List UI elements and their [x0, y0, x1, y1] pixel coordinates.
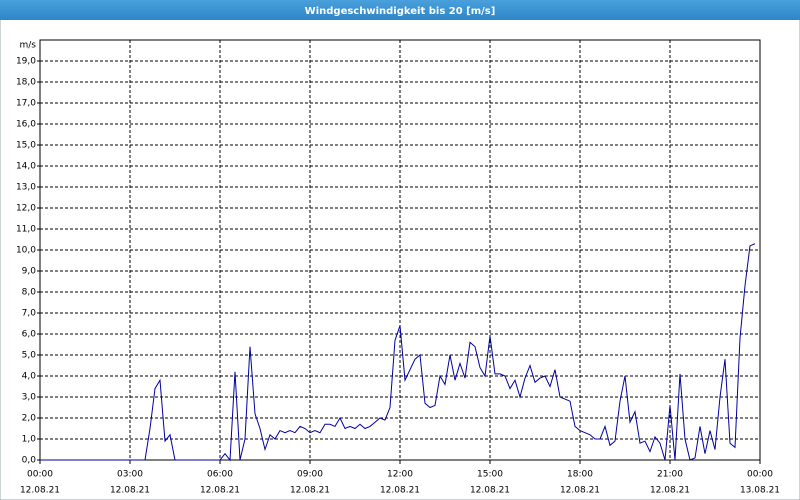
x-tick-date: 13.08.21 [740, 486, 780, 496]
x-tick-date: 12.08.21 [290, 486, 330, 496]
y-tick-label: 15,0 [16, 141, 36, 151]
x-tick-label: 00:00 [27, 470, 53, 480]
x-tick-date: 12.08.21 [380, 486, 420, 496]
y-tick-label: 6,0 [22, 330, 37, 340]
x-tick-date: 12.08.21 [200, 486, 240, 496]
y-tick-label: 10,0 [16, 246, 36, 256]
y-tick-label: 19,0 [16, 57, 36, 67]
x-tick-label: 12:00 [387, 470, 413, 480]
x-tick-label: 06:00 [207, 470, 233, 480]
x-tick-date: 12.08.21 [20, 486, 60, 496]
y-tick-label: 2,0 [22, 414, 37, 424]
x-tick-label: 03:00 [117, 470, 143, 480]
x-tick-label: 15:00 [477, 470, 503, 480]
x-tick-label: 18:00 [567, 470, 593, 480]
x-tick-date: 12.08.21 [650, 486, 690, 496]
y-tick-label: 12,0 [16, 204, 36, 214]
y-tick-label: 4,0 [22, 372, 37, 382]
x-tick-date: 12.08.21 [470, 486, 510, 496]
y-tick-label: 8,0 [22, 288, 37, 298]
y-tick-label: 16,0 [16, 120, 36, 130]
x-tick-label: 09:00 [297, 470, 323, 480]
y-tick-label: 0,0 [22, 456, 37, 466]
x-tick-label: 21:00 [657, 470, 683, 480]
y-unit: m/s [20, 41, 37, 51]
x-tick-date: 12.08.21 [110, 486, 150, 496]
y-tick-label: 17,0 [16, 99, 36, 109]
x-tick-date: 12.08.21 [560, 486, 600, 496]
data-line [40, 243, 756, 462]
y-tick-label: 5,0 [22, 351, 37, 361]
y-tick-label: 11,0 [16, 225, 36, 235]
y-tick-label: 1,0 [22, 435, 37, 445]
chart-title: Windgeschwindigkeit bis 20 [m/s] [305, 6, 496, 17]
y-tick-label: 18,0 [16, 78, 36, 88]
y-tick-label: 7,0 [22, 309, 37, 319]
title-bar [0, 0, 800, 20]
y-tick-label: 3,0 [22, 393, 37, 403]
y-tick-label: 9,0 [22, 267, 37, 277]
x-tick-label: 00:00 [747, 470, 773, 480]
y-tick-label: 13,0 [16, 183, 36, 193]
y-tick-label: 14,0 [16, 162, 36, 172]
